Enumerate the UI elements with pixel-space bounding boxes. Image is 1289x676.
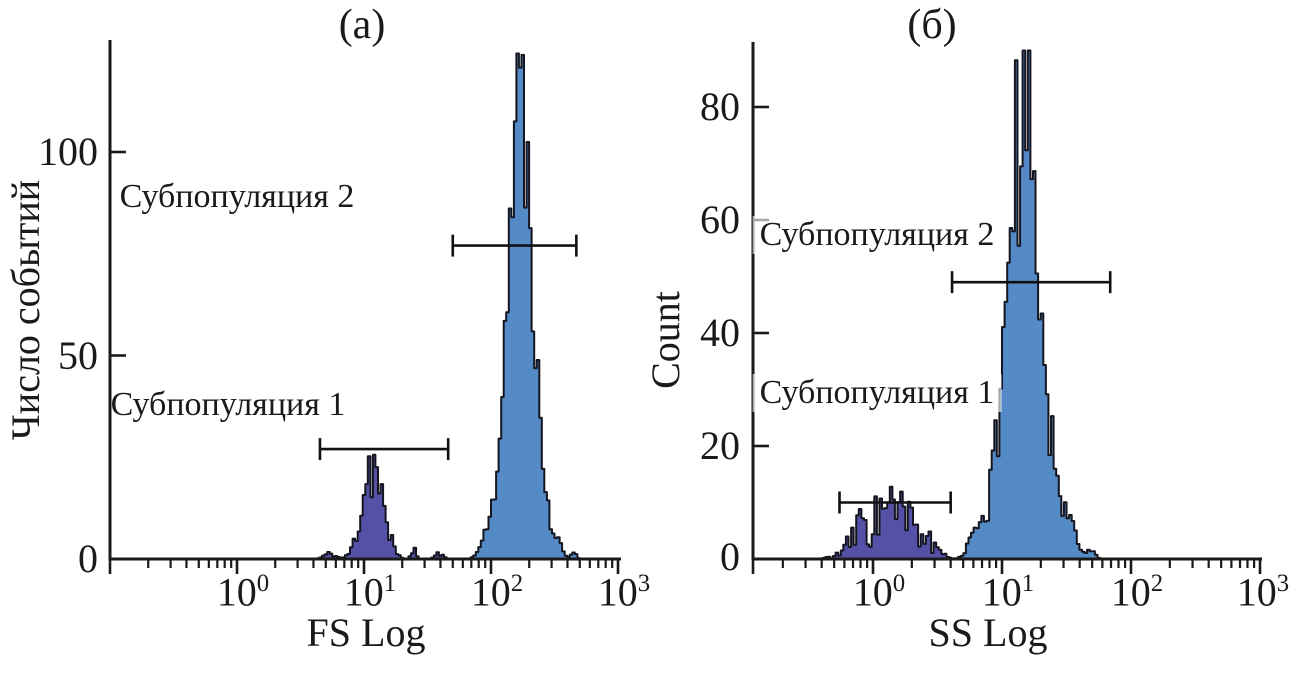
panel-b-xtick-10: 101 [981, 569, 1035, 615]
panel-b-x-axis-label: SS Log [928, 610, 1048, 655]
exponent: 1 [383, 570, 397, 597]
panel-a-xtick-10: 101 [343, 569, 397, 615]
histogram-b-subpop-2 [936, 49, 1120, 560]
panel-b-ytick-20: 20 [700, 423, 740, 468]
panel-b-title: (б) [907, 2, 957, 48]
panel-a-y-axis-label: Число событий [3, 179, 48, 441]
panel-b-ytick-60: 60 [700, 197, 740, 242]
histogram-a-subpop-2 [454, 52, 597, 560]
panel-a-title: (a) [338, 2, 386, 48]
panel-b-ytick-80: 80 [700, 84, 740, 129]
panel-a-subpopulation-2-label: Субпопуляция 2 [119, 178, 355, 215]
exponent: 1 [1021, 570, 1035, 597]
histogram-b-subpop-1 [801, 485, 979, 560]
exponent: 2 [1150, 570, 1164, 597]
panel-b-ytick-0: 0 [720, 534, 740, 579]
exponent: 2 [510, 570, 524, 597]
panel-a-ytick-50: 50 [58, 333, 98, 378]
panel-a-xtick-1000: 103 [597, 569, 651, 615]
exponent: 0 [892, 570, 906, 597]
panel-b-subpopulation-2-label: Субпопуляция 2 [752, 216, 1002, 254]
panel-b-ytick-40: 40 [700, 310, 740, 355]
panel-a-ytick-100: 100 [38, 129, 98, 174]
panel-a-xtick-1: 100 [216, 569, 270, 615]
exponent: 3 [637, 570, 651, 597]
panel-a-subpopulation-1-label: Субпопуляция 1 [110, 386, 346, 423]
panel-b-subpopulation-1-label: Субпопуляция 1 [752, 374, 1002, 412]
panel-b-xtick-100: 102 [1110, 569, 1164, 615]
panel-a-x-axis-label: FS Log [306, 610, 426, 655]
exponent: 3 [1276, 570, 1289, 597]
exponent: 0 [256, 570, 270, 597]
panel-b-xtick-1: 100 [852, 569, 906, 615]
panel-a-ytick-0: 0 [78, 536, 98, 581]
panel-b-xtick-1000: 103 [1236, 569, 1289, 615]
panel-a-xtick-100: 102 [470, 569, 524, 615]
histogram-a-subpop-1 [280, 453, 471, 560]
